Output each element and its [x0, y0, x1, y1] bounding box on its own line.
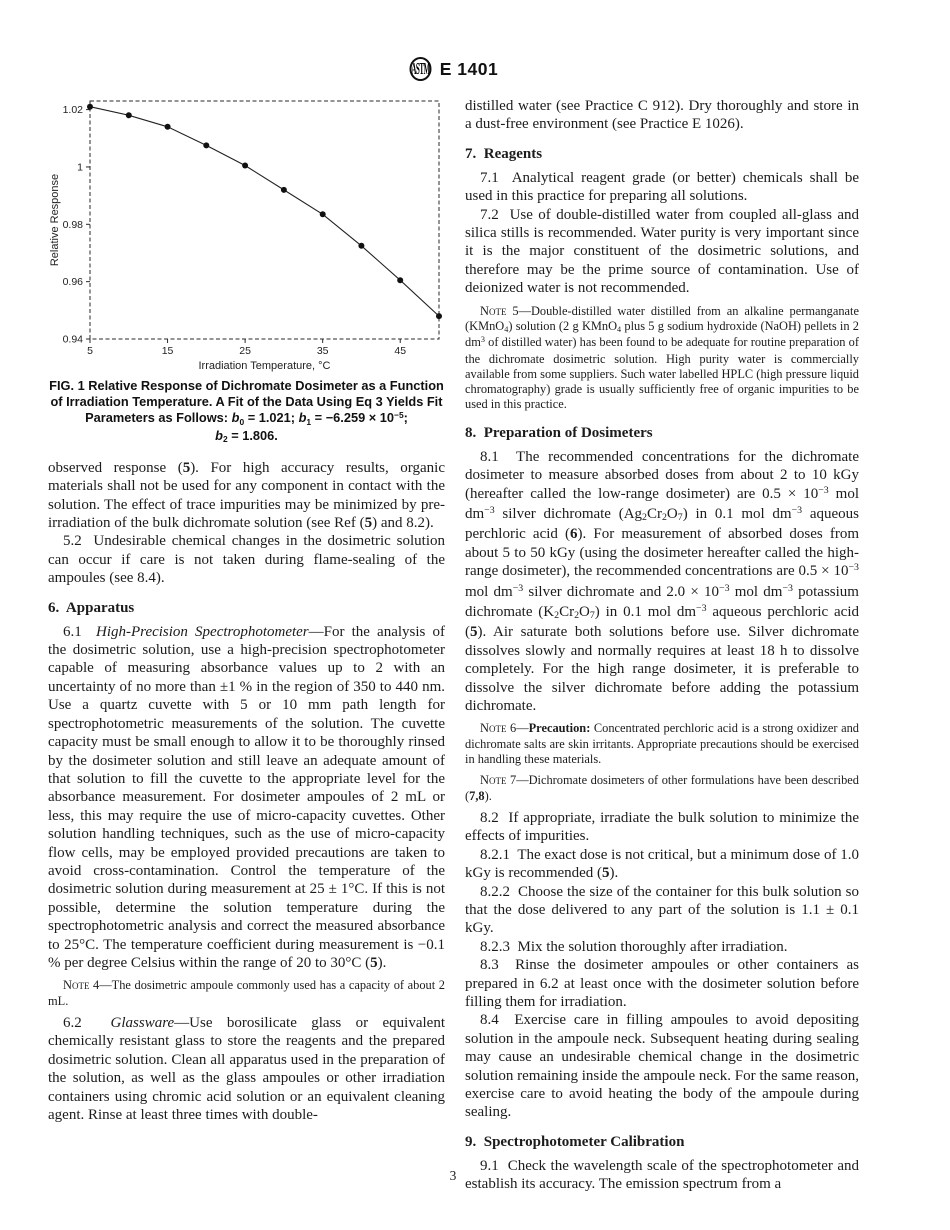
paragraph-6-2: 6.2 Glassware—Use borosilicate glass or …	[48, 1014, 445, 1123]
paragraph-6-2-continued: distilled water (see Practice C 912). Dr…	[465, 98, 859, 133]
paragraph-5-2: 5.2 Undesirable chemical changes in the …	[48, 533, 445, 587]
x-tick-label: 25	[239, 345, 251, 357]
data-point	[242, 162, 249, 169]
data-point	[125, 112, 132, 119]
paragraph-8-2-1: 8.2.1 The exact dose is not critical, bu…	[465, 846, 859, 882]
right-column: distilled water (see Practice C 912). Dr…	[465, 97, 859, 1194]
paragraph-8-1: 8.1 The recommended concentrations for t…	[465, 448, 860, 715]
caption-line-4: b2 = 1.806.	[215, 427, 278, 444]
paragraph-8-3: 8.3 Rinse the dosimeter ampoules or othe…	[465, 957, 859, 1010]
data-point	[436, 313, 442, 320]
x-tick-label: 45	[394, 345, 406, 357]
plot-frame	[89, 100, 440, 340]
x-tick-label: 35	[317, 345, 329, 357]
paragraph-7-2: 7.2 Use of double-distilled water from c…	[465, 206, 859, 297]
data-point	[280, 186, 287, 193]
x-axis-label: Irradiation Temperature, °C	[199, 360, 331, 372]
data-point	[319, 211, 326, 218]
y-tick-label: 0.94	[63, 334, 84, 346]
svg-text:ASTM: ASTM	[411, 60, 430, 78]
paragraph-8-2-2: 8.2.2 Choose the size of the container f…	[465, 883, 859, 937]
x-tick-label: 15	[162, 345, 174, 357]
y-tick-label: 1.02	[63, 104, 84, 116]
section-heading-6-apparatus: 6. Apparatus	[48, 599, 135, 616]
note-4: Note 4—The dosimetric ampoule commonly u…	[48, 978, 445, 1008]
note-5: Note 5—Double-distilled water distilled …	[465, 303, 859, 412]
paragraph-7-1: 7.1 Analytical reagent grade (or better)…	[465, 169, 859, 205]
paragraph-5-1-continued: observed response (5). For high accuracy…	[48, 459, 445, 532]
standard-designation: E 1401	[439, 58, 499, 79]
left-column: 0.94 0.96 0.98 1 1.02 5 15 25 35 45 Irradiation Te…	[48, 95, 445, 1124]
data-point	[164, 123, 171, 130]
caption-line-2: of Irradiation Temperature. A Fit of the…	[50, 394, 443, 410]
paragraph-8-2: 8.2 If appropriate, irradiate the bulk s…	[465, 809, 859, 845]
y-axis-label: Relative Response	[49, 174, 61, 266]
astm-logo-icon: ASTM	[409, 57, 432, 81]
data-point	[397, 277, 404, 284]
y-tick-label: 0.98	[63, 219, 84, 231]
data-point	[358, 242, 365, 249]
section-heading-8-preparation: 8. Preparation of Dosimeters	[465, 424, 653, 441]
figure-1-caption: FIG. 1 Relative Response of Dichromate D…	[48, 378, 445, 445]
page-header: ASTM E 1401	[48, 56, 858, 82]
page-number: 3	[449, 1168, 457, 1183]
y-tick-label: 0.96	[63, 276, 84, 288]
paragraph-8-4: 8.4 Exercise care in filling ampoules to…	[465, 1012, 859, 1121]
note-7: Note 7—Dichromate dosimeters of other fo…	[465, 773, 859, 803]
y-tick-label: 1	[77, 161, 83, 173]
section-heading-7-reagents: 7. Reagents	[465, 145, 543, 162]
section-heading-9-calibration: 9. Spectrophotometer Calibration	[465, 1133, 685, 1150]
paragraph-9-1: 9.1 Check the wavelength scale of the sp…	[465, 1157, 859, 1193]
figure-1-chart: 0.94 0.96 0.98 1 1.02 5 15 25 35 45 Irradiation Te…	[49, 100, 442, 372]
figure-1: 0.94 0.96 0.98 1 1.02 5 15 25 35 45 Irradiation Te…	[48, 95, 445, 445]
note-6: Note 6—Precaution: Concentrated perchlor…	[465, 721, 859, 767]
data-point	[203, 142, 210, 149]
paragraph-8-2-3: 8.2.3 Mix the solution thoroughly after …	[480, 938, 788, 955]
caption-line-1: FIG. 1 Relative Response of Dichromate D…	[49, 378, 444, 393]
paragraph-6-1: 6.1 High-Precision Spectrophotometer—For…	[48, 623, 445, 971]
caption-line-3: Parameters as Follows: b0 = 1.021; b1 = …	[85, 410, 408, 427]
data-line	[89, 106, 440, 317]
data-point	[87, 103, 93, 110]
x-tick-label: 5	[87, 345, 93, 357]
